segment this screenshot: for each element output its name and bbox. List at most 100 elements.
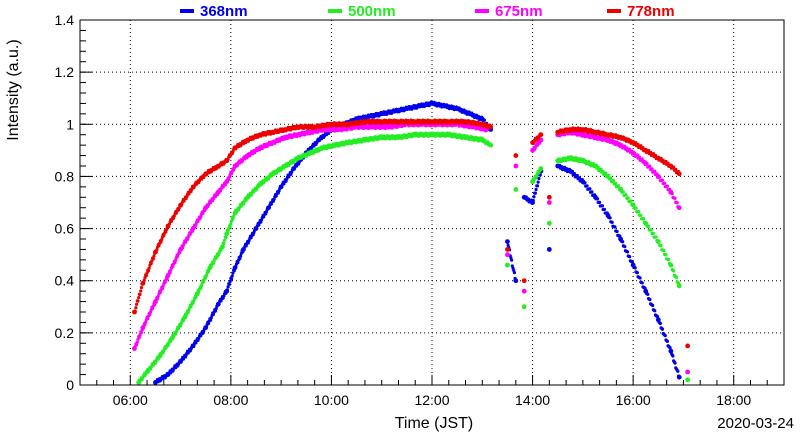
data-point-fill <box>676 369 680 373</box>
data-point-fill <box>675 201 679 205</box>
data-point-fill <box>599 167 603 171</box>
data-point-fill <box>654 235 658 239</box>
data-point-fill <box>653 309 657 313</box>
data-point <box>538 137 544 143</box>
data-point-fill <box>669 263 674 267</box>
data-point-fill <box>510 258 514 262</box>
data-point-fill <box>614 181 618 185</box>
data-point-fill <box>672 269 676 273</box>
data-point-fill <box>534 187 538 192</box>
data-point-fill <box>572 172 577 176</box>
series-layer <box>132 100 691 385</box>
y-axis-title: Intensity (a.u.) <box>5 39 22 140</box>
y-tick-label: 0.2 <box>55 325 75 341</box>
data-point-fill <box>230 274 234 278</box>
data-point-fill <box>533 191 537 195</box>
data-point-fill <box>222 238 227 242</box>
series-778nm <box>132 118 691 349</box>
data-point-fill <box>659 156 663 160</box>
data-point-fill <box>649 150 653 154</box>
data-point <box>505 239 510 245</box>
data-point-fill <box>141 281 146 285</box>
data-point-fill <box>619 187 623 191</box>
data-point-fill <box>206 270 211 274</box>
data-point-fill <box>137 335 141 339</box>
data-point-fill <box>616 184 621 188</box>
data-point-fill <box>169 268 173 272</box>
data-point-fill <box>633 266 637 270</box>
data-point-fill <box>665 339 669 343</box>
data-point-fill <box>644 221 649 225</box>
data-point-fill <box>481 137 485 141</box>
y-tick-label: 1 <box>66 116 74 132</box>
data-point-fill <box>134 343 139 347</box>
data-point-fill <box>482 118 486 122</box>
data-point <box>546 247 552 252</box>
data-point-fill <box>148 313 152 317</box>
data-point-fill <box>607 173 611 178</box>
data-point <box>220 244 225 250</box>
data-point <box>685 343 691 349</box>
data-point-fill <box>531 198 535 203</box>
data-point-fill <box>651 303 655 308</box>
data-point-fill <box>673 361 677 365</box>
x-tick-label: 18:00 <box>716 392 751 408</box>
data-point-fill <box>646 292 650 296</box>
data-point-fill <box>143 323 147 327</box>
date-label: 2020-03-24 <box>717 415 794 432</box>
data-point-fill <box>641 145 645 150</box>
y-tick-label: 1.2 <box>55 64 75 80</box>
data-point <box>513 163 519 169</box>
data-point-fill <box>238 256 242 261</box>
data-point-fill <box>620 143 624 147</box>
data-point-fill <box>664 159 668 163</box>
data-point-fill <box>155 248 159 252</box>
data-point-fill <box>634 206 638 210</box>
data-point-fill <box>600 204 605 208</box>
data-point-fill <box>159 240 163 244</box>
data-point-fill <box>660 327 665 331</box>
data-point-fill <box>165 227 169 231</box>
data-point-fill <box>621 190 625 194</box>
data-point-fill <box>136 299 140 303</box>
data-point-fill <box>601 169 605 173</box>
data-point-fill <box>231 271 235 275</box>
data-point-fill <box>648 164 652 168</box>
x-axis-title: Time (JST) <box>395 415 474 432</box>
data-point-fill <box>537 176 541 181</box>
data-point-fill <box>623 245 627 249</box>
data-point-fill <box>231 217 235 221</box>
data-point-fill <box>536 180 540 184</box>
data-point-fill <box>161 284 165 288</box>
data-point-fill <box>134 306 138 310</box>
data-point-fill <box>575 173 579 178</box>
data-point-fill <box>674 275 679 280</box>
data-point-fill <box>660 178 665 182</box>
data-point-fill <box>152 254 156 258</box>
data-point-fill <box>613 225 617 229</box>
data-point-fill <box>640 281 644 285</box>
data-point-fill <box>228 279 232 283</box>
data-point <box>488 124 494 130</box>
data-point-fill <box>636 142 640 147</box>
data-point <box>521 288 527 294</box>
data-point-fill <box>146 316 150 321</box>
data-point-fill <box>173 260 177 265</box>
data-point-fill <box>639 213 643 217</box>
data-point-fill <box>229 222 233 226</box>
x-tick-label: 14:00 <box>515 392 550 408</box>
data-point-fill <box>232 214 236 219</box>
data-point-fill <box>164 230 168 234</box>
data-point-fill <box>156 294 160 298</box>
data-point-fill <box>615 229 619 234</box>
data-point <box>488 142 494 148</box>
data-point-fill <box>645 162 649 166</box>
series-500nm <box>136 131 691 385</box>
data-point-fill <box>662 248 666 253</box>
data-point <box>546 194 552 200</box>
data-point-fill <box>139 289 143 293</box>
data-point <box>513 278 519 284</box>
data-point-fill <box>666 161 670 165</box>
